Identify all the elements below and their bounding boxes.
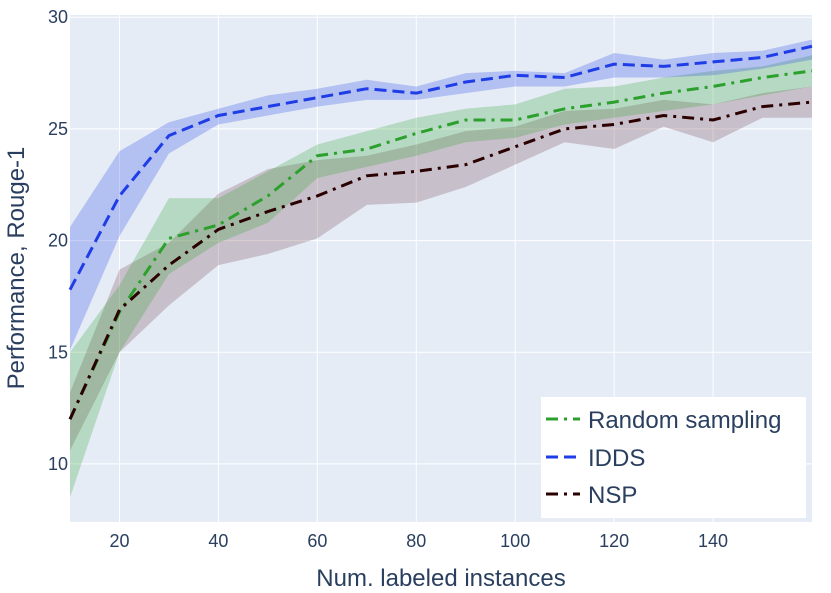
legend-item-idds[interactable]: IDDS [546, 445, 645, 472]
legend-box [541, 397, 806, 518]
y-tick-30: 30 [48, 7, 68, 27]
x-tick-80: 80 [406, 531, 426, 551]
legend-item-random-sampling[interactable]: Random sampling [546, 407, 781, 434]
x-axis-title: Num. labeled instances [316, 565, 565, 592]
series-line-idds [68, 44, 813, 291]
band-random-sampling [70, 55, 812, 498]
series-lines [68, 44, 813, 420]
legend-label-idds: IDDS [588, 445, 645, 472]
x-tick-140: 140 [698, 531, 728, 551]
band-idds [70, 39, 812, 351]
legend-item-nsp[interactable]: NSP [546, 482, 637, 509]
y-axis-title: Performance, Rouge-1 [3, 147, 30, 390]
legend-label-random-sampling: Random sampling [588, 407, 781, 434]
y-tick-25: 25 [48, 119, 68, 139]
series-line-nsp [68, 100, 813, 420]
y-tick-labels: 10 15 20 25 30 [48, 7, 68, 474]
x-tick-120: 120 [599, 531, 629, 551]
x-tick-40: 40 [208, 531, 228, 551]
x-tick-100: 100 [500, 531, 530, 551]
y-tick-20: 20 [48, 231, 68, 251]
x-tick-20: 20 [109, 531, 129, 551]
series-line-random-sampling [68, 69, 813, 420]
confidence-bands [70, 39, 812, 498]
band-nsp [70, 86, 812, 451]
y-tick-10: 10 [48, 454, 68, 474]
legend: Random sampling IDDS NSP [541, 397, 806, 518]
y-tick-15: 15 [48, 342, 68, 362]
grid-lines [70, 15, 812, 522]
legend-label-nsp: NSP [588, 482, 637, 509]
x-tick-labels: 20 40 60 80 100 120 140 [109, 531, 728, 551]
x-tick-60: 60 [307, 531, 327, 551]
